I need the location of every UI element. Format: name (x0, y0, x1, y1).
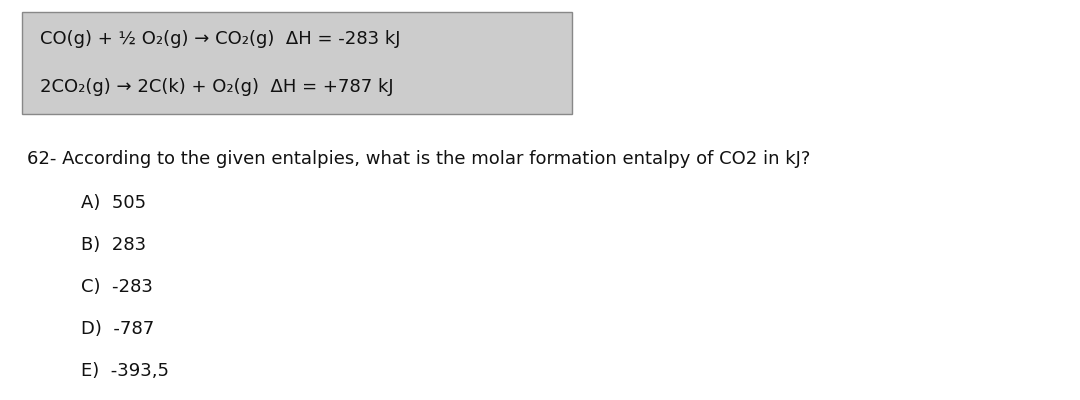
Text: E)  -393,5: E) -393,5 (81, 362, 168, 380)
Text: 62- According to the given entalpies, what is the molar formation entalpy of CO2: 62- According to the given entalpies, wh… (27, 150, 810, 168)
Text: B)  283: B) 283 (81, 236, 146, 254)
Text: A)  505: A) 505 (81, 194, 146, 212)
Text: C)  -283: C) -283 (81, 278, 153, 296)
Text: CO(g) + ½ O₂(g) → CO₂(g)  ΔH = -283 kJ: CO(g) + ½ O₂(g) → CO₂(g) ΔH = -283 kJ (40, 30, 401, 48)
Text: 2CO₂(g) → 2C(k) + O₂(g)  ΔH = +787 kJ: 2CO₂(g) → 2C(k) + O₂(g) ΔH = +787 kJ (40, 78, 393, 96)
Text: D)  -787: D) -787 (81, 320, 154, 338)
FancyBboxPatch shape (22, 12, 572, 114)
